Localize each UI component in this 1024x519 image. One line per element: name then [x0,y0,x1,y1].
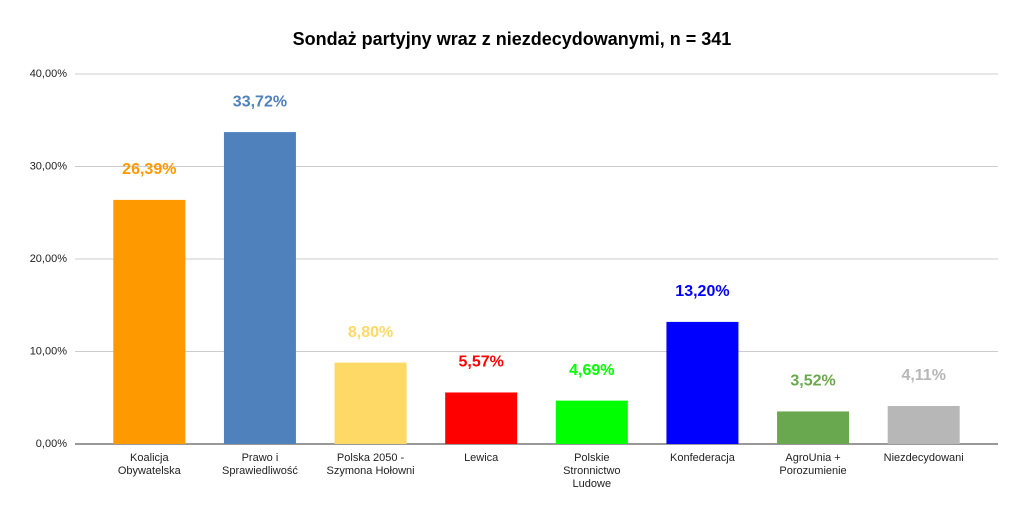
chart-title: Sondaż partyjny wraz z niezdecydowanymi,… [293,29,732,49]
x-tick-label: Prawo i Sprawiedliwość [222,452,298,477]
y-tick-label: 30,00% [30,160,68,172]
bar [113,199,186,444]
x-tick-label: Polska 2050 -Szymona Hołowni [327,452,415,477]
bar [445,392,518,444]
x-tick-label: Polskie Stronnictwo Ludowe [563,452,620,490]
value-label: 26,39% [122,161,176,178]
y-tick-label: 10,00% [30,345,68,357]
value-label: 3,52% [790,373,835,390]
x-tick-label: Koalicja Obywatelska [118,452,182,477]
y-tick-label: 0,00% [36,438,67,450]
value-label: 4,69% [569,362,614,379]
value-label: 8,80% [348,324,393,341]
value-label: 33,72% [233,93,287,110]
bar [334,362,407,444]
bar [887,405,960,444]
y-tick-label: 40,00% [30,68,68,80]
y-tick-label: 20,00% [30,253,68,265]
bar [555,400,628,444]
x-tick-label: Niezdecydowani [884,452,964,464]
x-tick-label: AgroUnia + Porozumienie [779,452,846,477]
value-label: 13,20% [675,283,729,300]
bar [666,321,739,444]
value-label: 5,57% [459,354,504,371]
x-tick-label: Konfederacja [670,452,736,464]
x-tick-label: Lewica [464,452,499,464]
bar [777,411,850,444]
bar [223,132,296,444]
value-label: 4,11% [901,367,945,384]
